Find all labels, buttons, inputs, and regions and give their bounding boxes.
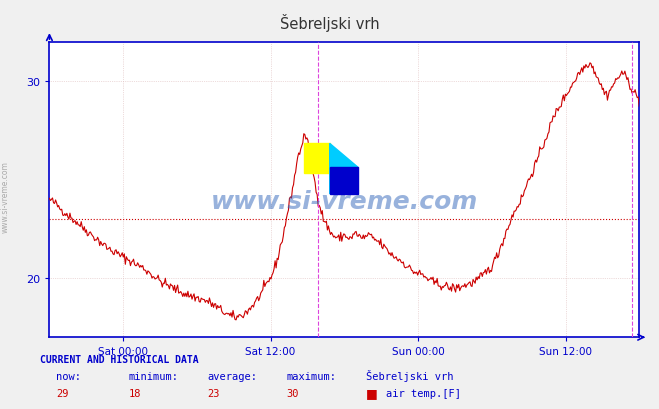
- Text: maximum:: maximum:: [287, 371, 337, 382]
- Text: Šebreljski vrh: Šebreljski vrh: [279, 14, 380, 32]
- Bar: [304, 144, 330, 173]
- Text: 29: 29: [56, 388, 69, 398]
- Text: minimum:: minimum:: [129, 371, 179, 382]
- Text: now:: now:: [56, 371, 81, 382]
- Text: ■: ■: [366, 386, 378, 399]
- Text: Šebreljski vrh: Šebreljski vrh: [366, 370, 453, 382]
- Text: air temp.[F]: air temp.[F]: [386, 388, 461, 398]
- Text: 30: 30: [287, 388, 299, 398]
- Polygon shape: [330, 144, 358, 194]
- Text: 23: 23: [208, 388, 220, 398]
- Text: www.si-vreme.com: www.si-vreme.com: [1, 160, 10, 232]
- Text: CURRENT AND HISTORICAL DATA: CURRENT AND HISTORICAL DATA: [40, 354, 198, 364]
- Text: 18: 18: [129, 388, 141, 398]
- Text: www.si-vreme.com: www.si-vreme.com: [211, 190, 478, 214]
- Bar: [330, 168, 358, 194]
- Text: average:: average:: [208, 371, 258, 382]
